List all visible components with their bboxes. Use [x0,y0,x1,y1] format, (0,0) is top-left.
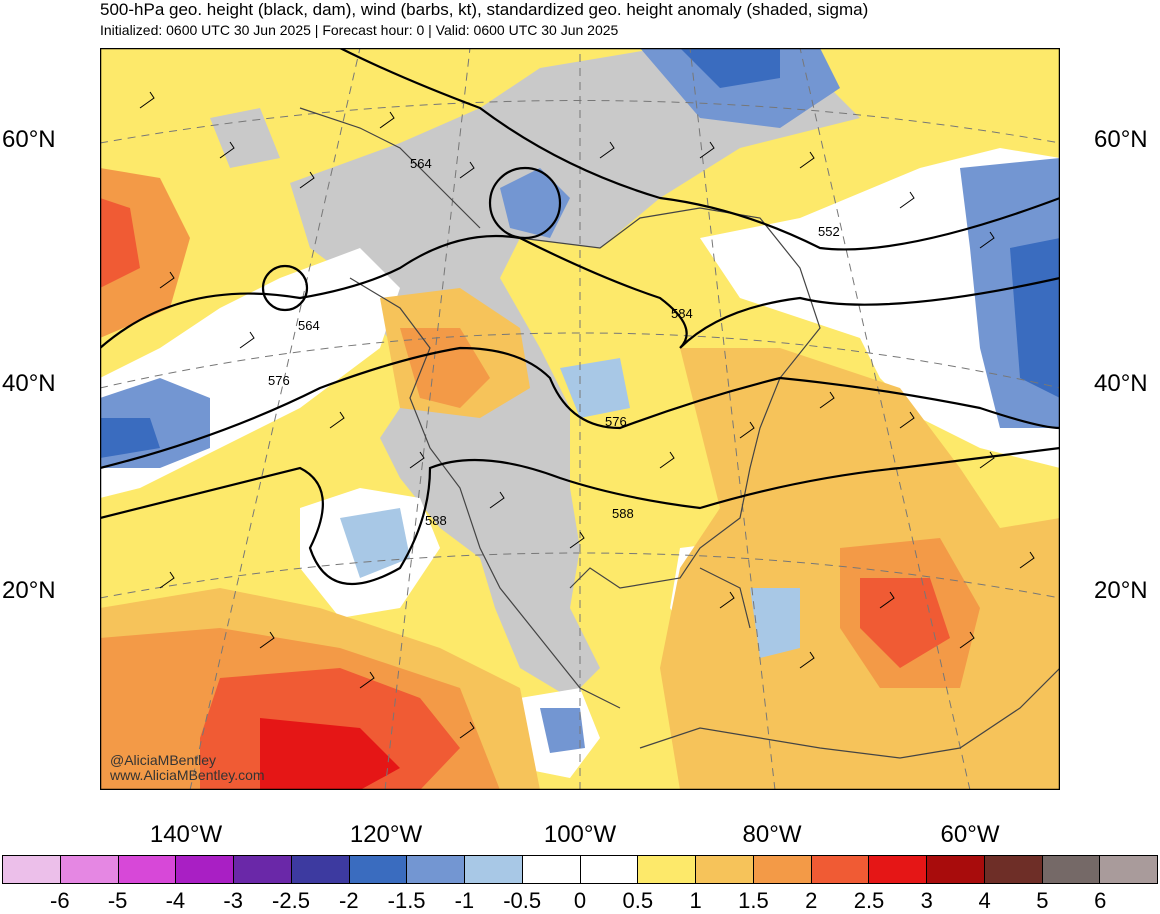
lon-label-120w: 120°W [349,821,423,848]
lat-label-40n-right: 40°N [1094,370,1148,397]
contour-label: 584 [671,306,693,321]
contour-588 [100,446,1060,586]
lon-label-100w: 100°W [543,821,617,848]
colorbar [2,855,1158,884]
lat-label-20n-right: 20°N [1094,577,1148,604]
colorbar-swatch [696,856,754,883]
negative-anomaly-great-lakes [560,358,630,418]
negative-anomaly-hudson [500,168,570,238]
positive-anomaly-2-5-pacific [260,718,400,790]
graticule [100,48,1060,790]
colorbar-tick-label: -5 [107,888,128,913]
contour-label: 552 [818,224,840,239]
colorbar-tick-label: 3 [920,888,933,913]
contour-label: 576 [268,373,290,388]
colorbar-swatch [465,856,523,883]
contour-label: 588 [612,506,634,521]
contour-576 [100,346,1060,470]
positive-anomaly-2-pacific-north [100,198,140,288]
colorbar-tick-label: 5 [1036,888,1049,913]
colorbar-tick-label: 6 [1094,888,1107,913]
negative-anomaly-california [340,508,410,578]
negative-anomaly-mexico-pacific [540,708,585,753]
colorbar-swatch [118,856,177,883]
lat-label-60n-right: 60°N [1094,126,1148,153]
credit-handle: @AliciaMBentley [110,752,217,768]
contour-label: 564 [410,156,432,171]
colorbar-swatch [291,856,350,883]
colorbar-swatch [3,856,61,883]
colorbar-swatch [638,856,696,883]
colorbar-tick-label: 2.5 [853,888,885,913]
colorbar-swatch [60,856,119,883]
negative-anomaly-north [640,48,840,128]
colorbar-tick-label: 0 [573,888,587,913]
colorbar-tick-label: -2 [339,888,359,913]
contour-label: 588 [425,513,447,528]
colorbar-tick-label: -1 [454,888,475,913]
colorbar-tick-label: -1.5 [387,888,426,913]
colorbar-tick-label: 0.5 [622,888,654,913]
negative-anomaly-north-core [680,48,780,88]
lon-label-60w: 60°W [940,821,1000,848]
contour-label-group: 564 552 564 584 576 576 588 588 [268,156,840,528]
colorbar-tick-label: -4 [165,888,186,913]
colorbar-tick-label: 1 [689,888,702,913]
colorbar-swatch [407,856,465,883]
contour-label: 576 [605,414,627,429]
colorbar-tick-label: -2.5 [272,888,310,913]
colorbar-swatch [1100,856,1157,883]
lon-label-80w: 80°W [742,821,802,848]
colorbar-swatch [234,856,292,883]
negative-anomaly-pacific-core [100,418,160,458]
contour-552 [339,48,1060,251]
colorbar-tick-label: -6 [50,888,70,913]
contour-label: 564 [298,318,320,333]
colorbar-tick-label: 2 [805,888,818,913]
colorbar-swatch [349,856,408,883]
colorbar-swatch [753,856,812,883]
credit-website: www.AliciaMBentley.com [110,767,265,783]
colorbar-tick-label: 1.5 [738,888,769,913]
colorbar-tick-label: 4 [978,888,991,913]
colorbar-swatch [869,856,927,883]
positive-anomaly-2-atlantic [860,578,950,668]
negative-anomaly-atlantic-core [1010,238,1060,398]
colorbar-swatch [522,856,581,883]
colorbar-swatch [580,856,639,883]
lon-label-140w: 140°W [149,821,223,848]
colorbar-swatch [927,856,985,883]
negative-anomaly-caribbean [750,588,800,658]
coastlines [299,107,1060,759]
colorbar-tick-label: -3 [223,888,243,913]
colorbar-swatch [984,856,1043,883]
lat-label-40n-left: 40°N [2,370,56,397]
height-contours [100,48,1060,586]
contour-564 [100,234,1060,349]
map-title: 500-hPa geo. height (black, dam), wind (… [100,0,869,19]
colorbar-tick-label: -0.5 [503,888,542,913]
cutoff-low-pacific [261,264,309,312]
lat-label-60n-left: 60°N [2,126,56,153]
map-subtitle: Initialized: 0600 UTC 30 Jun 2025 | Fore… [100,22,619,38]
neutral-land-region [290,48,860,698]
cutoff-low-hudson [488,166,562,240]
wind-barbs [139,91,1035,739]
colorbar-swatch [176,856,234,883]
colorbar-swatch [1042,856,1101,883]
colorbar-swatch [811,856,870,883]
map-panel: 564 552 564 584 576 576 588 588 [100,48,1060,790]
lat-label-20n-left: 20°N [2,577,56,604]
map-frame [100,48,1060,790]
